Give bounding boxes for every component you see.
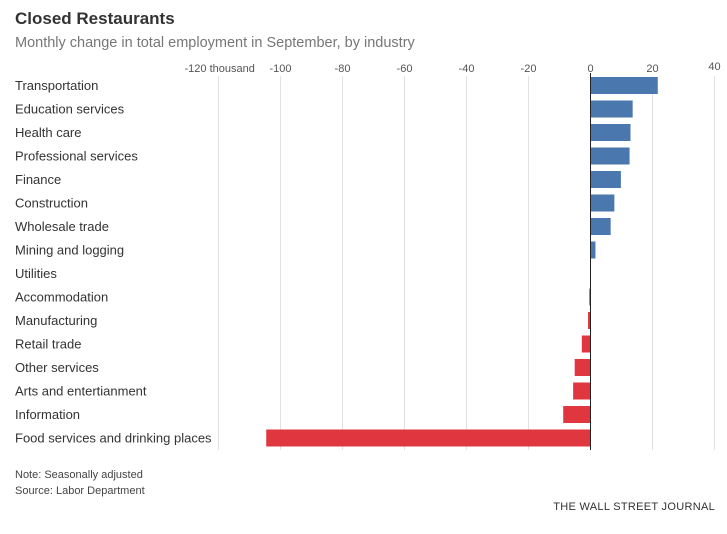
source-text: Source: Labor Department (15, 485, 145, 497)
bar (590, 124, 631, 141)
chart-title: Closed Restaurants (15, 9, 175, 28)
category-label: Health care (15, 125, 81, 140)
bar (590, 171, 621, 188)
publisher-brand: THE WALL STREET JOURNAL (553, 501, 715, 513)
x-tick-label: 20 (646, 63, 658, 75)
bar (589, 288, 591, 306)
category-label: Finance (15, 172, 61, 187)
x-tick-label: -40 (459, 63, 475, 75)
bar (563, 406, 591, 423)
note-text: Note: Seasonally adjusted (15, 469, 143, 481)
bar (266, 429, 591, 447)
bar (588, 312, 591, 329)
category-label: Wholesale trade (15, 219, 109, 234)
category-label: Professional services (15, 149, 138, 164)
x-tick-label: -60 (397, 63, 413, 75)
bar (590, 241, 596, 259)
bar (590, 194, 615, 212)
category-label: Accommodation (15, 290, 108, 305)
x-axis-ticks: -120 thousand -100 -80 -60 -40 -20 0 20 40 (185, 61, 721, 75)
category-label: Transportation (15, 78, 98, 93)
x-tick-label: -20 (521, 63, 537, 75)
x-tick-label: -120 thousand (185, 63, 255, 75)
bar-chart: -120 thousand -100 -80 -60 -40 -20 0 20 40 Trans… (15, 61, 721, 450)
category-label: Education services (15, 102, 125, 117)
category-label: Manufacturing (15, 313, 97, 328)
category-label: Construction (15, 196, 88, 211)
category-label: Information (15, 407, 80, 422)
bar (581, 335, 591, 353)
bar (574, 359, 591, 376)
category-label: Mining and logging (15, 243, 124, 258)
bars (266, 77, 658, 447)
category-label: Retail trade (15, 337, 81, 352)
category-label: Utilities (15, 266, 57, 281)
bar (590, 218, 611, 235)
x-tick-label: -80 (335, 63, 351, 75)
category-label: Food services and drinking places (15, 431, 212, 446)
x-tick-label: 0 (587, 63, 593, 75)
category-labels: Transportation Education services Health c… (15, 78, 212, 446)
bar (590, 100, 633, 118)
bar (590, 77, 658, 94)
x-tick-label: -100 (269, 63, 291, 75)
chart-subtitle: Monthly change in total employment in Se… (15, 35, 415, 51)
bar (573, 382, 591, 400)
bar (590, 147, 630, 165)
category-label: Arts and entertianment (15, 384, 147, 399)
gridlines (218, 76, 715, 450)
x-tick-label: 40 (708, 61, 720, 73)
category-label: Other services (15, 360, 99, 375)
